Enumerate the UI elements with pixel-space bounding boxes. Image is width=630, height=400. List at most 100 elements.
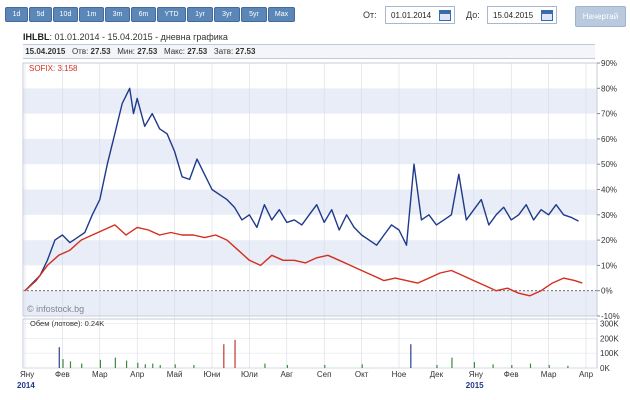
- to-date-value: 15.04.2015: [493, 11, 534, 20]
- volume-bar: [264, 363, 266, 368]
- watermark: © infostock.bg: [27, 304, 84, 314]
- calendar-icon[interactable]: [439, 10, 451, 21]
- to-label: До:: [466, 10, 480, 20]
- y-tick-label: 80%: [601, 84, 617, 93]
- volume-tick-label: 100K: [600, 349, 619, 358]
- volume-bar: [58, 347, 60, 368]
- x-tick-label: Окт: [355, 370, 369, 379]
- y-tick-label: 90%: [601, 59, 617, 68]
- y-tick-label: -10%: [601, 312, 620, 321]
- x-tick-label: Мар: [541, 370, 557, 379]
- volume-bar: [137, 362, 139, 368]
- volume-tick-label: 200K: [600, 334, 619, 343]
- volume-bar: [361, 364, 363, 368]
- y-tick-label: 70%: [601, 110, 617, 119]
- x-tick-label: Сеп: [317, 370, 332, 379]
- year-label: 2014: [17, 381, 35, 390]
- year-label: 2015: [466, 381, 484, 390]
- x-gridlines: Яну Фев Мар Апр Май Юни Юли Авг Сеп Окт Ное Дек Яну Ф…: [17, 63, 594, 390]
- x-tick-label: Апр: [579, 370, 594, 379]
- x-tick-label: Мар: [92, 370, 108, 379]
- grid-band: [23, 240, 597, 266]
- max-label: Макс:: [163, 47, 185, 56]
- quote-infobar: 15.04.2015 Отв: 27.53 Мин: 27.53 Макс: 2…: [23, 44, 595, 59]
- to-date-input[interactable]: 15.04.2015: [487, 6, 557, 24]
- volume-bar: [125, 360, 128, 368]
- x-tick-label: Апр: [130, 370, 145, 379]
- from-date-input[interactable]: 01.01.2014: [385, 6, 455, 24]
- range-button-1yr[interactable]: 1yr: [187, 7, 213, 22]
- volume-bar: [436, 365, 438, 368]
- y-tick-label: 0%: [601, 287, 613, 296]
- range-button-5d[interactable]: 5d: [29, 7, 52, 22]
- axes: 90% 80% 70% 60% 50% 40% 30% 20% 10% 0% -10%: [22, 59, 620, 321]
- volume-bar: [511, 365, 513, 368]
- volume-bar: [529, 363, 532, 368]
- range-button-1m[interactable]: 1m: [79, 7, 104, 22]
- x-tick-label: Яну: [20, 370, 34, 379]
- volume-bar: [223, 344, 225, 368]
- draw-button[interactable]: Начертай: [575, 6, 626, 27]
- quote-date: 15.04.2015: [25, 47, 66, 56]
- min-label: Мин:: [117, 47, 136, 56]
- x-tick-label: Юли: [241, 370, 258, 379]
- range-button-ytd[interactable]: YTD: [157, 7, 186, 22]
- volume-bar: [144, 364, 146, 368]
- symbol: IHLBL: [23, 32, 50, 42]
- grid-band: [23, 189, 597, 215]
- y-tick-label: 50%: [601, 160, 617, 169]
- grid-band: [23, 290, 597, 316]
- grid-band: [23, 88, 597, 114]
- open-label: Отв:: [71, 47, 89, 56]
- volume-bar: [473, 362, 475, 368]
- grid-band: [23, 138, 597, 165]
- volume-tick-label: 300K: [600, 319, 619, 328]
- range-button-10d[interactable]: 10d: [53, 7, 78, 22]
- x-tick-label: Яну: [469, 370, 483, 379]
- grid-band: [23, 265, 597, 291]
- grid-band: [23, 113, 597, 139]
- volume-bar: [410, 344, 412, 368]
- range-button-5yr[interactable]: 5yr: [241, 7, 267, 22]
- volume-bar: [69, 361, 72, 368]
- grid-band: [23, 63, 597, 89]
- volume-frame: [22, 318, 598, 369]
- from-date-value: 01.01.2014: [391, 11, 432, 20]
- volume-bar: [159, 365, 161, 368]
- plot-frame: [22, 62, 598, 317]
- y-tick-label: 10%: [601, 261, 617, 270]
- sofix-legend: SOFIX: 3.158: [29, 64, 78, 73]
- volume-bar: [567, 365, 569, 368]
- x-tick-label: Дек: [430, 370, 444, 379]
- series-line-ihlbl: [24, 87, 579, 292]
- subtitle: : 01.01.2014 - 15.04.2015 - дневна графи…: [49, 32, 228, 42]
- range-button-3yr[interactable]: 3yr: [214, 7, 240, 22]
- volume-bar: [451, 357, 453, 368]
- volume-bar: [81, 363, 83, 368]
- volume-bar: [62, 359, 64, 368]
- from-label: От:: [363, 10, 377, 20]
- min-value: 27.53: [137, 47, 158, 56]
- y-tick-label: 30%: [601, 211, 617, 220]
- volume-bar: [193, 365, 195, 368]
- close-value: 27.53: [235, 47, 256, 56]
- volume-bar: [234, 339, 236, 368]
- max-value: 27.53: [187, 47, 208, 56]
- range-button-1d[interactable]: 1d: [5, 7, 28, 22]
- grid-band: [23, 164, 597, 190]
- chart-title: IHLBL: 01.01.2014 - 15.04.2015 - дневна …: [23, 32, 228, 42]
- calendar-icon[interactable]: [541, 10, 553, 21]
- volume-panel: 300K 200K 100K 0K: [22, 318, 619, 373]
- y-tick-label: 40%: [601, 186, 617, 195]
- range-button-3m[interactable]: 3m: [105, 7, 130, 22]
- volume-bar: [324, 365, 326, 368]
- y-tick-label: 60%: [601, 135, 617, 144]
- range-button-6m[interactable]: 6m: [131, 7, 156, 22]
- range-button-max[interactable]: Max: [268, 7, 295, 22]
- open-value: 27.53: [90, 47, 111, 56]
- volume-tick-label: 0K: [600, 364, 610, 373]
- y-tick-label: 20%: [601, 236, 617, 245]
- grid-bands: [23, 63, 597, 316]
